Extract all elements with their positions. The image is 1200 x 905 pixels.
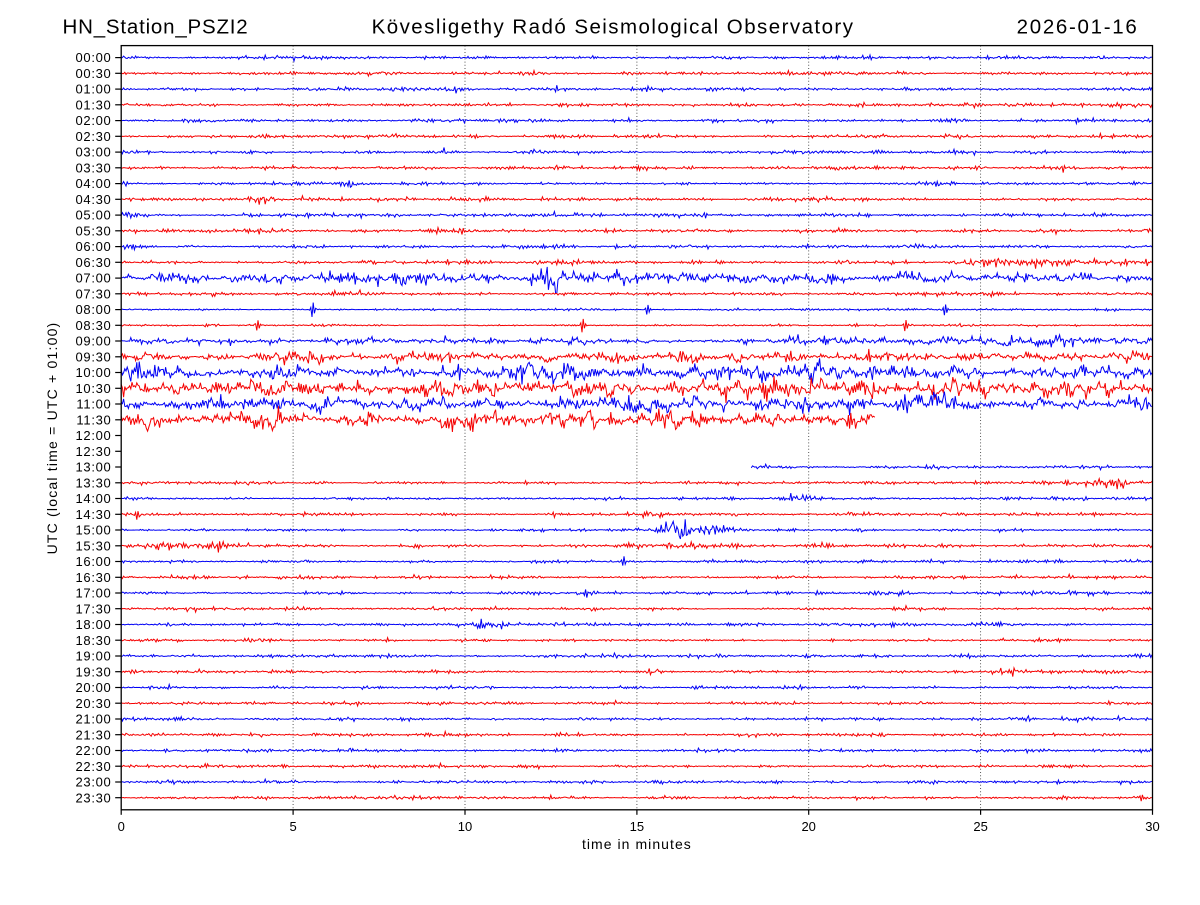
svg-text:20: 20 [801,819,815,834]
svg-text:05:00: 05:00 [75,208,111,223]
svg-text:23:30: 23:30 [75,790,111,805]
svg-text:15:30: 15:30 [75,538,111,553]
svg-text:22:30: 22:30 [75,759,111,774]
svg-text:00:00: 00:00 [75,50,111,65]
svg-text:05:30: 05:30 [75,223,111,238]
svg-text:23:00: 23:00 [75,775,111,790]
svg-text:22:00: 22:00 [75,743,111,758]
svg-text:19:00: 19:00 [75,649,111,664]
svg-text:time in minutes: time in minutes [582,836,692,852]
svg-text:5: 5 [289,819,296,834]
svg-text:10:00: 10:00 [75,365,111,380]
svg-text:03:30: 03:30 [75,160,111,175]
svg-text:12:30: 12:30 [75,444,111,459]
svg-text:15: 15 [630,819,644,834]
svg-text:02:00: 02:00 [75,113,111,128]
svg-text:12:00: 12:00 [75,428,111,443]
svg-text:16:00: 16:00 [75,554,111,569]
svg-text:09:00: 09:00 [75,334,111,349]
svg-text:06:30: 06:30 [75,255,111,270]
svg-text:18:00: 18:00 [75,617,111,632]
svg-text:20:30: 20:30 [75,696,111,711]
svg-text:19:30: 19:30 [75,664,111,679]
svg-text:15:00: 15:00 [75,523,111,538]
svg-text:08:30: 08:30 [75,318,111,333]
svg-text:07:30: 07:30 [75,286,111,301]
svg-text:14:30: 14:30 [75,507,111,522]
svg-text:10: 10 [458,819,472,834]
svg-text:HN_Station_PSZI2: HN_Station_PSZI2 [63,16,249,39]
svg-text:08:00: 08:00 [75,302,111,317]
svg-text:21:00: 21:00 [75,712,111,727]
svg-text:01:00: 01:00 [75,82,111,97]
svg-text:Kövesligethy Radó Seismologica: Kövesligethy Radó Seismological Observat… [372,16,855,39]
svg-text:14:00: 14:00 [75,491,111,506]
svg-text:30: 30 [1145,819,1159,834]
svg-text:00:30: 00:30 [75,66,111,81]
svg-text:09:30: 09:30 [75,349,111,364]
svg-text:11:30: 11:30 [76,412,111,427]
svg-text:20:00: 20:00 [75,680,111,695]
svg-text:03:00: 03:00 [75,145,111,160]
svg-text:2026-01-16: 2026-01-16 [1017,16,1139,39]
svg-text:04:00: 04:00 [75,176,111,191]
svg-text:25: 25 [973,819,987,834]
svg-text:13:30: 13:30 [75,475,111,490]
svg-text:16:30: 16:30 [75,570,111,585]
svg-text:18:30: 18:30 [75,633,111,648]
svg-text:11:00: 11:00 [76,397,111,412]
svg-text:21:30: 21:30 [75,727,111,742]
svg-text:0: 0 [118,819,125,834]
svg-text:06:00: 06:00 [75,239,111,254]
svg-text:17:30: 17:30 [75,601,111,616]
svg-text:10:30: 10:30 [75,381,111,396]
svg-text:13:00: 13:00 [75,460,111,475]
svg-text:02:30: 02:30 [75,129,111,144]
svg-text:04:30: 04:30 [75,192,111,207]
svg-text:01:30: 01:30 [75,97,111,112]
svg-text:07:00: 07:00 [75,271,111,286]
svg-text:17:00: 17:00 [75,586,111,601]
svg-text:UTC (local time = UTC + 01:00): UTC (local time = UTC + 01:00) [44,322,60,555]
